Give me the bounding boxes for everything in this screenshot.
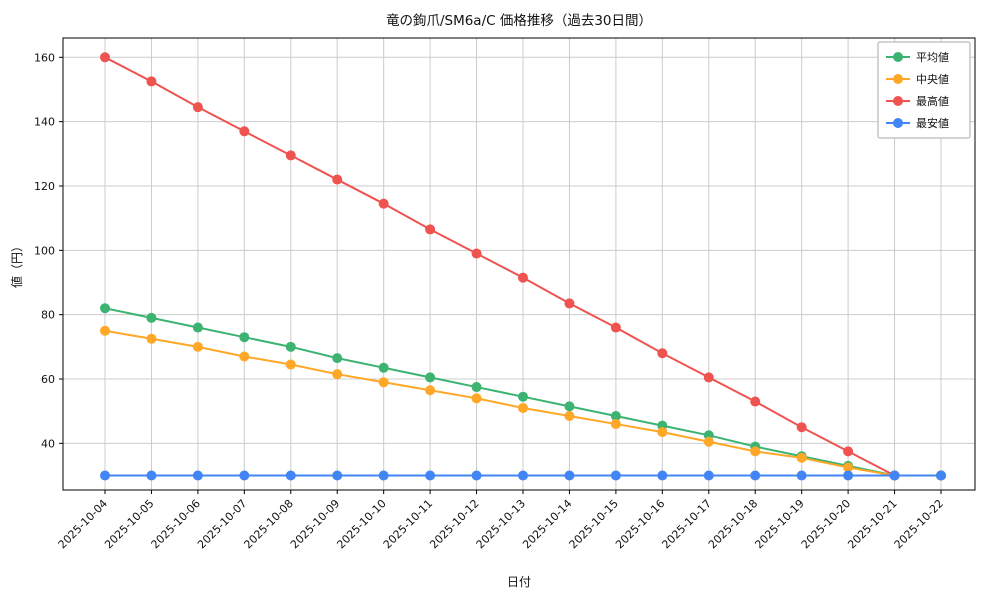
data-marker-average: [100, 303, 110, 314]
data-marker-average: [146, 312, 157, 323]
y-tick-label: 160: [34, 51, 55, 64]
y-tick-label: 100: [34, 244, 55, 257]
legend-marker-average: [893, 52, 903, 62]
data-marker-max: [518, 272, 528, 283]
y-tick-label: 40: [41, 437, 55, 450]
data-marker-min: [843, 470, 854, 481]
data-marker-max: [796, 422, 807, 433]
legend-label-average: 平均値: [916, 51, 949, 64]
data-marker-min: [518, 470, 528, 481]
y-tick-label: 60: [41, 373, 55, 386]
data-marker-median: [378, 377, 389, 388]
data-marker-min: [285, 470, 296, 481]
data-marker-max: [332, 174, 343, 185]
data-marker-max: [703, 372, 714, 383]
data-marker-min: [471, 470, 482, 481]
data-marker-min: [936, 470, 946, 481]
data-marker-min: [146, 470, 157, 481]
data-marker-min: [610, 470, 621, 481]
data-marker-max: [843, 446, 854, 457]
data-marker-median: [657, 427, 668, 438]
y-tick-label: 140: [34, 116, 55, 129]
data-marker-max: [750, 396, 761, 407]
data-marker-average: [285, 341, 296, 352]
data-marker-min: [239, 470, 250, 481]
chart-title: 竜の鉤爪/SM6a/C 価格推移（過去30日間）: [386, 12, 652, 29]
legend-marker-min: [893, 118, 903, 128]
data-marker-average: [564, 401, 575, 412]
data-marker-min: [100, 470, 110, 481]
y-axis-label: 値（円）: [9, 240, 24, 288]
y-tick-label: 120: [34, 180, 55, 193]
data-marker-min: [425, 470, 436, 481]
legend-label-min: 最安値: [916, 116, 949, 130]
x-axis-label: 日付: [507, 575, 531, 589]
data-marker-max: [425, 224, 436, 235]
data-marker-min: [889, 470, 900, 481]
data-marker-max: [657, 348, 668, 359]
data-marker-max: [100, 52, 110, 63]
plot-area: [63, 38, 975, 490]
data-marker-average: [610, 411, 621, 422]
data-marker-max: [146, 76, 157, 87]
data-marker-average: [471, 382, 482, 393]
data-marker-average: [239, 332, 250, 343]
data-marker-min: [332, 470, 343, 481]
data-marker-max: [610, 322, 621, 333]
data-marker-median: [239, 351, 250, 362]
x-tick-label: 2025-10-22: [892, 497, 946, 551]
data-marker-median: [425, 385, 436, 396]
data-marker-max: [471, 248, 482, 259]
data-marker-min: [657, 470, 668, 481]
legend-label-median: 中央値: [916, 73, 949, 86]
data-marker-median: [610, 419, 621, 430]
data-marker-max: [564, 298, 575, 309]
data-marker-median: [100, 325, 110, 336]
data-marker-min: [703, 470, 714, 481]
data-marker-min: [378, 470, 389, 481]
data-marker-median: [192, 341, 203, 352]
data-marker-median: [285, 359, 296, 370]
data-marker-median: [750, 446, 761, 457]
y-tick-label: 80: [41, 309, 55, 322]
data-marker-median: [564, 411, 575, 422]
data-marker-average: [425, 372, 436, 383]
data-marker-average: [518, 391, 528, 402]
data-marker-average: [378, 362, 389, 373]
data-marker-median: [146, 333, 157, 344]
data-marker-min: [750, 470, 761, 481]
data-marker-max: [239, 126, 250, 137]
data-marker-average: [332, 353, 343, 364]
data-marker-max: [378, 198, 389, 209]
data-marker-max: [285, 150, 296, 161]
data-marker-min: [564, 470, 575, 481]
legend-label-max: 最高値: [916, 94, 949, 108]
data-marker-min: [192, 470, 203, 481]
data-marker-min: [796, 470, 807, 481]
plot-border: [62, 37, 976, 491]
data-marker-median: [471, 393, 482, 404]
legend-marker-median: [893, 74, 903, 84]
legend-marker-max: [893, 96, 903, 106]
data-marker-average: [192, 322, 203, 333]
data-marker-median: [518, 402, 528, 413]
legend-box: [877, 41, 971, 139]
data-marker-median: [843, 462, 854, 473]
data-marker-median: [796, 452, 807, 463]
data-marker-median: [332, 369, 343, 380]
data-marker-max: [192, 102, 203, 113]
data-marker-median: [703, 436, 714, 447]
